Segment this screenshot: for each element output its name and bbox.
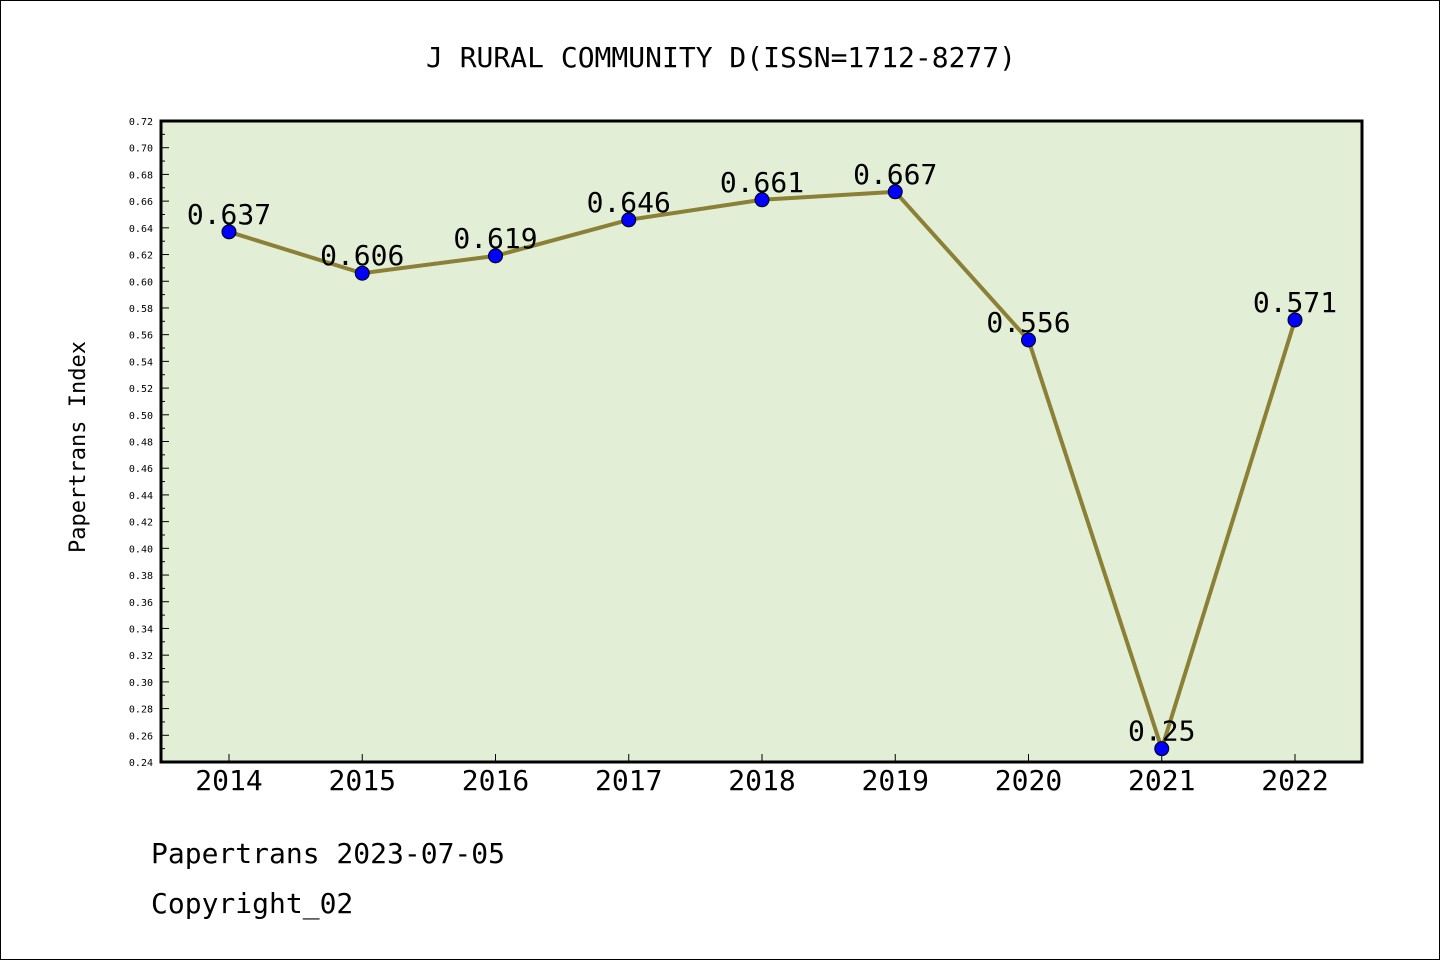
y-tick-label: 0.36 — [129, 598, 153, 609]
y-tick-label: 0.60 — [129, 277, 153, 288]
data-label: 0.556 — [986, 306, 1070, 339]
data-label: 0.667 — [853, 158, 937, 191]
data-label: 0.637 — [187, 198, 271, 231]
data-point — [1021, 332, 1036, 348]
x-tick-label: 2017 — [595, 764, 662, 797]
x-axis: 2014 2015 2016 2017 2018 2019 2020 2021 2022 — [195, 754, 1329, 797]
x-tick-label: 2019 — [862, 764, 929, 797]
data-point — [1154, 741, 1170, 757]
footer-date: Papertrans 2023-07-05 — [151, 837, 506, 870]
y-tick-label: 0.72 — [129, 117, 153, 128]
data-point — [354, 265, 370, 281]
y-tick-label: 0.34 — [129, 624, 153, 635]
y-tick-label: 0.68 — [129, 170, 153, 181]
y-tick-label: 0.42 — [129, 518, 153, 529]
y-tick-label: 0.40 — [129, 544, 153, 555]
y-tick-label: 0.48 — [129, 438, 153, 449]
data-label: 0.661 — [720, 166, 804, 199]
data-point — [221, 224, 237, 240]
data-point — [1287, 312, 1303, 328]
y-tick-label: 0.54 — [129, 357, 153, 368]
series-group: 0.637 0.606 0.619 0.646 0.661 0.667 0.556 0.25 0… — [187, 158, 1337, 757]
y-tick-label: 0.56 — [129, 331, 153, 342]
data-point — [488, 248, 503, 264]
x-tick-label: 2014 — [195, 764, 262, 797]
x-tick-label: 2015 — [329, 764, 396, 797]
y-tick-label: 0.50 — [129, 411, 153, 422]
plot-area — [159, 119, 1364, 764]
y-axis-label: Papertrans Index — [66, 341, 91, 553]
x-tick-label: 2021 — [1128, 764, 1195, 797]
y-tick-label: 0.30 — [129, 678, 153, 689]
y-tick-label: 0.70 — [129, 144, 153, 155]
x-tick-label: 2016 — [462, 764, 529, 797]
data-point — [754, 192, 770, 208]
y-tick-label: 0.66 — [129, 197, 153, 208]
y-tick-label: 0.32 — [129, 651, 153, 662]
data-point — [621, 212, 637, 228]
y-tick-label: 0.44 — [129, 491, 153, 502]
data-point — [887, 184, 903, 200]
y-tick-label: 0.26 — [129, 731, 153, 742]
footer-copyright: Copyright_02 — [151, 887, 354, 920]
data-label: 0.571 — [1253, 286, 1337, 319]
y-tick-label: 0.52 — [129, 384, 153, 395]
data-label: 0.606 — [320, 239, 404, 272]
y-axis: 0.24 0.26 0.28 0.30 0.32 0.34 0.36 0.38 0.40 0.42… — [129, 117, 169, 769]
y-tick-label: 0.28 — [129, 705, 153, 716]
x-tick-label: 2018 — [728, 764, 795, 797]
y-tick-label: 0.46 — [129, 464, 153, 475]
data-label: 0.619 — [453, 222, 537, 255]
data-label: 0.25 — [1128, 715, 1195, 748]
y-tick-label: 0.38 — [129, 571, 153, 582]
y-tick-label: 0.64 — [129, 224, 153, 235]
y-tick-label: 0.62 — [129, 251, 153, 262]
x-tick-label: 2022 — [1261, 764, 1328, 797]
chart-title: J RURAL COMMUNITY D(ISSN=1712-8277) — [426, 41, 1016, 74]
x-tick-label: 2020 — [995, 764, 1062, 797]
y-tick-label: 0.24 — [129, 758, 153, 769]
y-tick-label: 0.58 — [129, 304, 153, 315]
data-label: 0.646 — [587, 186, 671, 219]
